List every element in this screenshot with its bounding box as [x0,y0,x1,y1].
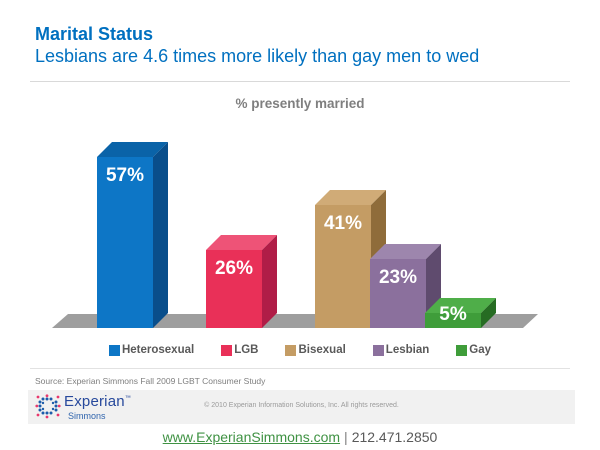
legend-swatch [285,344,297,356]
bar-side-gay [481,298,496,328]
bar-value-label: 26% [215,258,253,279]
legend-label: Gay [469,344,492,356]
legend-label: LGB [234,344,259,356]
simmons-wordmark: Simmons [68,411,106,421]
copyright-text: © 2010 Experian Information Solutions, I… [204,402,399,409]
bar-top-heterosexual [97,142,168,157]
legend-label: Lesbian [385,344,430,356]
contact-line: www.ExperianSimmons.com | 212.471.2850 [0,429,600,445]
bar-chart: 57% 26% 41% 23% 5% [52,142,538,328]
footer-divider [30,368,570,369]
bar-lgb [206,250,262,328]
source-note: Source: Experian Simmons Fall 2009 LGBT … [35,376,266,386]
website-link[interactable]: www.ExperianSimmons.com [162,429,341,445]
legend-item-gay: Gay [456,344,491,356]
bar-top-lgb [206,235,277,250]
legend-label: Bisexual [298,344,346,356]
bar-bisexual [315,205,371,328]
experian-dots-icon [35,394,61,419]
bar-side-lgb [262,235,277,328]
legend-item-lesbian: Lesbian [372,344,430,356]
bar-value-label: 41% [324,213,362,234]
header-divider [30,81,570,82]
bar-top-gay [425,298,496,313]
bar-value-label: 23% [379,267,417,288]
bar-top-lesbian [370,244,441,259]
legend-swatch [108,344,120,356]
chart-title: % presently married [235,96,365,111]
bar-side-heterosexual [153,142,168,328]
phone-number: 212.471.2850 [351,429,438,445]
legend-swatch [456,344,468,356]
legend-swatch [221,344,233,356]
page-subtitle: Lesbians are 4.6 times more likely than … [35,46,480,66]
bar-gay [425,313,481,328]
legend-item-bisexual: Bisexual [285,344,346,356]
trademark-symbol: ™ [124,395,131,402]
experian-logo: Experian™ Simmons [35,394,131,421]
legend-label: Heterosexual [121,344,195,356]
bar-lesbian [370,259,426,328]
page-title: Marital Status [35,24,154,44]
legend-item-lgb: LGB [221,344,258,356]
legend-item-heterosexual: Heterosexual [108,344,195,356]
bar-value-label: 5% [439,304,467,325]
bar-top-bisexual [315,190,386,205]
bar-heterosexual [97,157,153,328]
bar-value-label: 57% [106,165,144,186]
experian-wordmark: Experian [64,393,125,410]
contact-separator: | [344,429,348,445]
footer-band: Experian™ Simmons © 2010 Experian Inform… [28,390,575,424]
legend-swatch [372,344,384,356]
chart-legend: Heterosexual LGB Bisexual Lesbian Gay [0,344,600,356]
